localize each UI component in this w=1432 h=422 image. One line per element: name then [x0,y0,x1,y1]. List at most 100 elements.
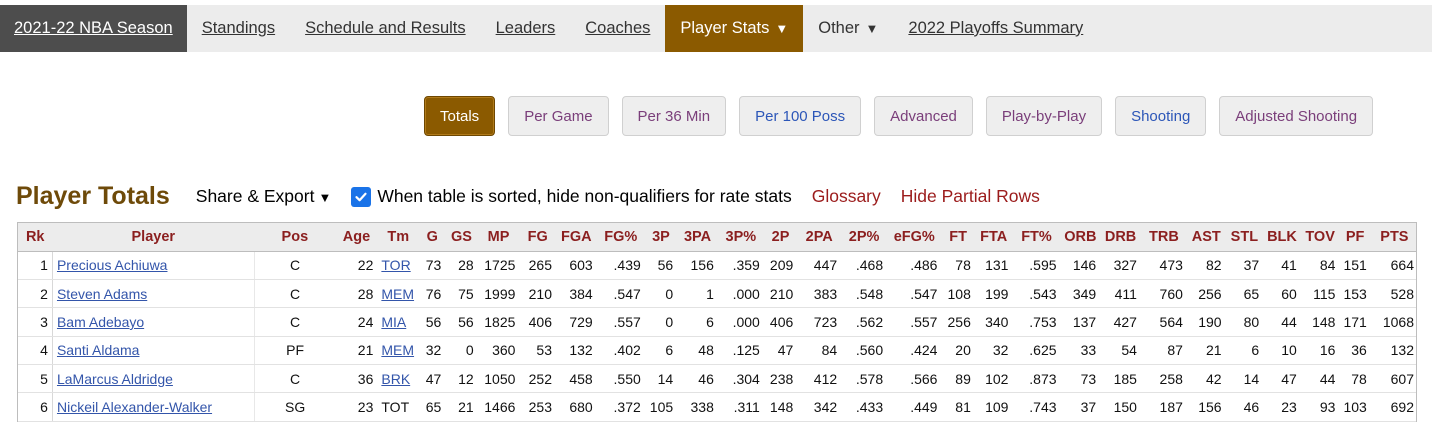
column-header-2p-pct[interactable]: 2P% [841,223,888,252]
table-cell: .449 [887,392,942,422]
column-header-ft-pct[interactable]: FT% [1012,223,1061,252]
table-cell: 1068 [1370,307,1416,337]
column-header-pos[interactable]: Pos [254,223,336,252]
nav-item-label: Standings [201,19,276,37]
table-cell: 185 [1100,364,1141,394]
column-header-age[interactable]: Age [335,223,378,252]
filter-button-per-game[interactable]: Per Game [508,96,609,136]
column-header-3pa[interactable]: 3PA [677,223,718,252]
nav-item-leaders[interactable]: Leaders [481,5,571,52]
column-header-tov[interactable]: TOV [1300,223,1340,252]
table-cell: .439 [596,251,645,280]
table-cell: .543 [1012,279,1061,309]
team-link[interactable]: BRK [377,364,420,394]
column-header-orb[interactable]: ORB [1060,223,1101,252]
team-link[interactable]: MIA [377,307,420,337]
column-header-3p[interactable]: 3P [644,223,678,252]
player-name-link[interactable]: Nickeil Alexander-Walker [52,392,255,422]
column-header-fta[interactable]: FTA [974,223,1013,252]
table-cell: 36 [1339,336,1371,366]
column-header-pts[interactable]: PTS [1370,223,1416,252]
table-row: 4 Santi Aldama PF 21 MEM 32 0 360 53 132.402 6 48.1… [18,336,1416,366]
filter-button-play-by-play[interactable]: Play-by-Play [985,96,1103,136]
filter-button-adjusted-shooting[interactable]: Adjusted Shooting [1219,96,1374,136]
table-row: 3 Bam Adebayo C 24 MIA 56 56 1825 406 729.557 0 6.0… [18,307,1416,337]
table-cell: .547 [596,279,645,309]
column-header-tm[interactable]: Tm [377,223,420,252]
column-header-g[interactable]: G [419,223,446,252]
table-cell: 692 [1370,392,1416,422]
column-header-player[interactable]: Player [52,223,255,252]
player-name-link[interactable]: Santi Aldama [52,336,255,366]
column-header-pf[interactable]: PF [1339,223,1371,252]
column-header-ft[interactable]: FT [941,223,975,252]
table-cell: 1999 [477,279,520,309]
column-header-2pa[interactable]: 2PA [797,223,842,252]
nav-item-2022-playoffs-summary[interactable]: 2022 Playoffs Summary [893,5,1098,52]
column-header-efg-pct[interactable]: eFG% [887,223,942,252]
column-header-trb[interactable]: TRB [1140,223,1187,252]
column-header-3p-pct[interactable]: 3P% [717,223,764,252]
column-header-ast[interactable]: AST [1186,223,1226,252]
filter-button-advanced[interactable]: Advanced [874,96,973,136]
filter-button-per-36-min[interactable]: Per 36 Min [621,96,727,136]
nav-item-other[interactable]: Other ▼ [803,5,893,52]
nav-item-2021-22-nba-season[interactable]: 2021-22 NBA Season [0,5,187,52]
filter-button-per-100-poss[interactable]: Per 100 Poss [739,96,862,136]
table-cell: 458 [555,364,597,394]
table-cell: .486 [887,251,942,280]
table-cell: .304 [717,364,764,394]
filter-button-totals[interactable]: Totals [424,96,496,136]
filter-button-shooting[interactable]: Shooting [1115,96,1207,136]
player-name-link[interactable]: Precious Achiuwa [52,251,255,280]
column-header-gs[interactable]: GS [445,223,478,252]
table-cell: 14 [644,364,678,394]
column-header-mp[interactable]: MP [477,223,520,252]
player-name-link[interactable]: Bam Adebayo [52,307,255,337]
column-header-stl[interactable]: STL [1225,223,1264,252]
column-header-rk[interactable]: Rk [18,223,53,252]
table-cell: 253 [519,392,556,422]
column-header-fga[interactable]: FGA [555,223,597,252]
player-name-link[interactable]: LaMarcus Aldridge [52,364,255,394]
nav-item-schedule-and-results[interactable]: Schedule and Results [290,5,481,52]
share-export-dropdown[interactable]: Share & Export ▼ [196,186,332,207]
section-title: Player Totals [16,182,170,210]
table-cell: 1725 [477,251,520,280]
table-cell: .578 [841,364,888,394]
team-link[interactable]: MEM [377,336,420,366]
chevron-down-icon: ▼ [318,190,332,205]
table-cell: .753 [1012,307,1061,337]
table-cell: 6 [677,307,718,337]
table-cell: .550 [596,364,645,394]
table-cell: 1050 [477,364,520,394]
column-header-fg[interactable]: FG [519,223,556,252]
nav-item-standings[interactable]: Standings [187,5,290,52]
table-row: 1 Precious Achiuwa C 22 TOR 73 28 1725 265 603.43… [18,251,1416,280]
column-header-fg-pct[interactable]: FG% [596,223,645,252]
table-cell: 65 [1225,279,1264,309]
table-cell: 412 [797,364,842,394]
table-cell: 132 [1370,336,1416,366]
column-header-2p[interactable]: 2P [763,223,798,252]
hide-non-qualifiers-checkbox[interactable] [351,186,372,207]
table-cell: 20 [941,336,975,366]
checkmark-icon [355,192,367,201]
table-cell: 80 [1225,307,1264,337]
nav-item-player-stats[interactable]: Player Stats ▼ [665,5,804,52]
table-cell: 28 [445,251,478,280]
team-link[interactable]: MEM [377,279,420,309]
column-header-drb[interactable]: DRB [1100,223,1141,252]
glossary-link[interactable]: Glossary [811,186,881,206]
player-name-link[interactable]: Steven Adams [52,279,255,309]
table-cell: 210 [519,279,556,309]
table-cell: .372 [596,392,645,422]
hide-partial-rows-link[interactable]: Hide Partial Rows [900,186,1040,206]
nav-item-coaches[interactable]: Coaches [570,5,665,52]
table-cell: .547 [887,279,942,309]
table-cell: 84 [1300,251,1340,280]
table-cell: 76 [419,279,446,309]
table-cell: 0 [644,279,678,309]
team-link[interactable]: TOR [377,251,420,280]
column-header-blk[interactable]: BLK [1263,223,1301,252]
